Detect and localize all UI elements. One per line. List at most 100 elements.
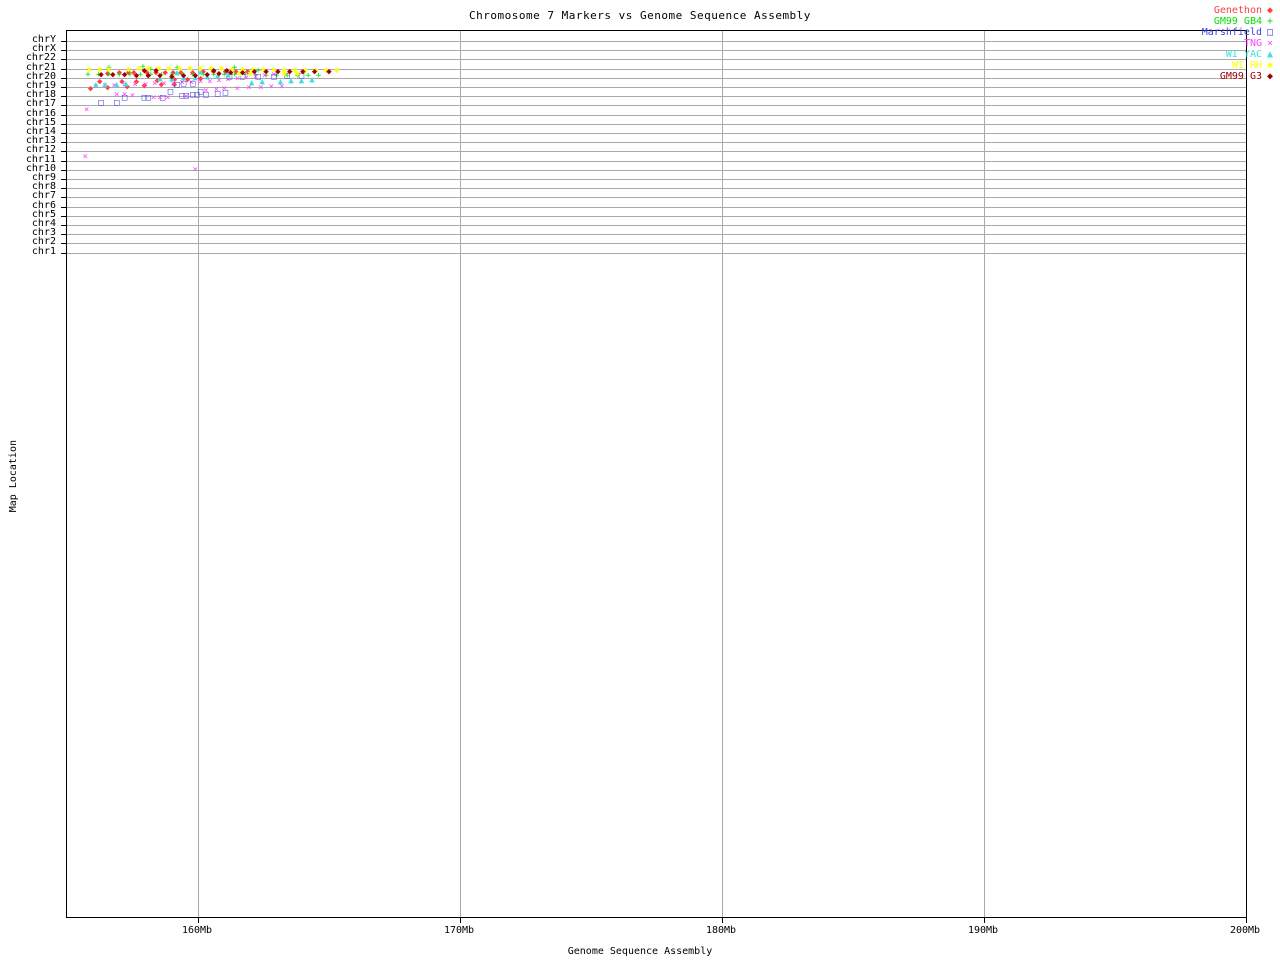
data-point: ▲ [93, 80, 99, 91]
x-axis-tick [198, 917, 199, 923]
y-axis-tick [61, 133, 67, 134]
y-axis-tick-label: chr12 [25, 144, 56, 156]
gridline-horizontal [67, 160, 1246, 162]
data-point: □ [214, 88, 221, 99]
data-point: ✱ [166, 64, 172, 75]
data-point: ▲ [225, 70, 231, 81]
y-axis-tick-label: chrY [31, 34, 56, 45]
plot-area: ◆ ◆ ◆ ◆ ◆ ◆ ◆ ◆ ◆ ◆ ◆ ◆ ◆ ◆ ◆ ◆ ◆ ◆ ◆ ◆ ◆ ◆ ◆ ◆ ◆ ◆ ◆ ◆ + + + + + + + + + + + +… [61, 30, 1247, 923]
y-axis-tick [61, 151, 67, 153]
legend-marker-icon: ✱ [1266, 60, 1274, 71]
legend-item-label: WI YAC [1225, 49, 1262, 60]
data-point: + [242, 70, 248, 81]
data-point: × [207, 76, 213, 87]
y-axis-tick-label: chr7 [31, 190, 56, 202]
gridline-horizontal [67, 197, 1246, 199]
y-axis-tick [61, 87, 67, 88]
y-axis-tick-label: chr11 [25, 153, 56, 165]
data-point: ✱ [271, 65, 277, 76]
y-axis-tick-label: chr14 [25, 126, 56, 137]
y-axis-tick [61, 114, 67, 116]
y-axis-tick-label: chr18 [25, 89, 56, 101]
legend-item[interactable]: Genethon ◆ [1162, 5, 1278, 16]
y-axis-tick-label: chr20 [25, 70, 56, 82]
gridline-horizontal [67, 179, 1246, 180]
data-point: × [203, 85, 209, 96]
data-point: ✱ [86, 64, 92, 75]
data-point: ✱ [176, 64, 183, 75]
y-axis-tick-label: chr1 [31, 245, 56, 257]
legend-item-label: Marshfield [1201, 27, 1262, 38]
legend-item-label: GM99 GB4 [1213, 16, 1262, 27]
data-point: ✱ [136, 64, 142, 75]
y-axis-tick-label: chr2 [31, 236, 56, 248]
y-axis-tick [61, 41, 67, 42]
x-axis-tick-label: 180Mb [705, 925, 737, 936]
legend-item[interactable]: Marshfield □ [1162, 27, 1278, 38]
data-point: × [132, 79, 138, 90]
legend-item-label: TNG [1243, 38, 1262, 49]
x-axis-tick-label: 160Mb [181, 925, 213, 936]
data-point: × [157, 92, 163, 103]
gridline-horizontal [67, 142, 1246, 144]
data-point: □ [114, 98, 120, 109]
gridline-horizontal [67, 252, 1246, 254]
data-point: + [263, 70, 269, 81]
legend-item-label: Genethon [1213, 5, 1262, 16]
gridline-horizontal [67, 59, 1246, 61]
y-axis-tick-label: chr15 [25, 116, 56, 128]
y-axis-tick [61, 169, 67, 171]
legend-item[interactable]: TNG × [1162, 38, 1278, 49]
y-axis-tick-label: chr10 [25, 162, 56, 174]
data-point: ✱ [145, 64, 151, 75]
gridline-horizontal [67, 41, 1246, 42]
gridline-horizontal [67, 206, 1246, 208]
y-axis-tick-label: chr21 [25, 61, 56, 73]
x-axis-tick [984, 917, 985, 923]
y-axis-tick [61, 206, 67, 208]
y-axis-tick [61, 234, 67, 236]
y-axis-tick-label: chr3 [31, 227, 56, 239]
data-point: ✱ [208, 64, 214, 75]
legend-item[interactable]: GM99 GB4 + [1162, 16, 1278, 27]
legend-item[interactable]: WI YAC ▲ [1162, 49, 1278, 60]
data-point: ▲ [169, 73, 175, 84]
gridline-horizontal [67, 77, 1246, 79]
y-axis-tick-label: chr17 [25, 98, 56, 110]
data-point: ✱ [239, 64, 246, 75]
legend-item-label: WI RH [1231, 60, 1262, 71]
data-point: ◆ [97, 76, 103, 87]
data-point: × [121, 80, 128, 91]
y-axis-tick [61, 225, 67, 226]
x-axis-tick-label: 200Mb [1229, 925, 1261, 936]
y-axis-title: Map Location [8, 440, 19, 513]
gridline-horizontal [67, 114, 1246, 116]
data-point: + [200, 70, 206, 81]
legend-item[interactable]: GM99 G3 ◆ [1162, 71, 1278, 82]
data-point: ✱ [97, 64, 103, 75]
data-point: ✱ [125, 64, 132, 75]
data-point: × [246, 83, 252, 94]
y-axis-tick-label: chr8 [31, 181, 56, 193]
data-point: ▲ [214, 70, 221, 81]
legend-item-label: GM99 G3 [1219, 71, 1262, 82]
data-point: ◆ [228, 68, 234, 79]
data-point: × [150, 92, 157, 103]
legend-marker-icon: ▲ [1266, 49, 1274, 60]
data-point: ✱ [187, 64, 193, 75]
data-point: ✱ [155, 64, 162, 75]
legend-item[interactable]: WI RH ✱ [1162, 60, 1278, 71]
gridline-horizontal [67, 151, 1246, 153]
y-axis-tick [61, 215, 67, 217]
gridline-vertical [722, 31, 723, 917]
y-axis-tick [61, 59, 67, 61]
gridline-horizontal [67, 243, 1246, 245]
chart-title: Chromosome 7 Markers vs Genome Sequence … [469, 9, 811, 22]
data-point: ◆ [171, 79, 178, 90]
x-axis-tick [722, 917, 723, 923]
data-point: ◆ [121, 70, 128, 81]
legend-marker-icon: + [1266, 16, 1274, 27]
data-point: + [231, 70, 238, 81]
data-point: × [258, 82, 264, 93]
